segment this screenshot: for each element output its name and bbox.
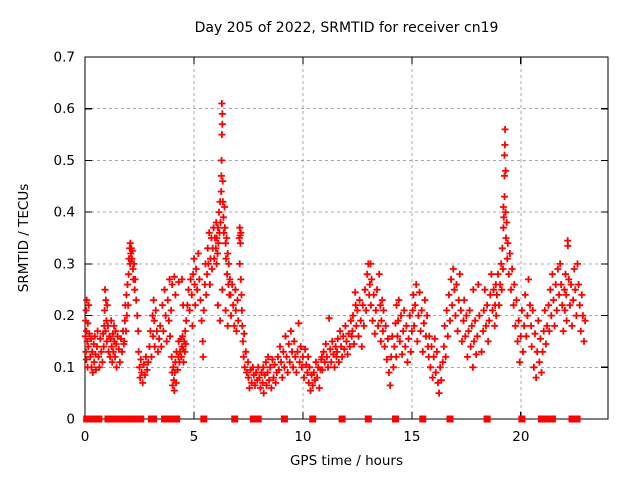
axis-ticks (84, 56, 608, 420)
zero-flag-markers (83, 415, 581, 423)
y-tick-label: 0.2 (54, 308, 75, 324)
plot-border (84, 56, 609, 420)
y-tick-label: 0.1 (54, 360, 75, 376)
x-tick-label: 10 (294, 429, 311, 445)
x-tick-label: 5 (190, 429, 199, 445)
x-tick-label: 15 (403, 429, 420, 445)
x-tick-label: 20 (512, 429, 529, 445)
srmtid-points (81, 100, 589, 397)
grid-lines (85, 57, 608, 419)
y-tick-label: 0.5 (54, 153, 75, 169)
x-tick-label: 0 (81, 429, 90, 445)
chart-title: Day 205 of 2022, SRMTID for receiver cn1… (194, 20, 499, 36)
y-tick-label: 0.6 (54, 101, 75, 117)
y-tick-label: 0.4 (54, 205, 75, 221)
y-tick-label: 0 (66, 412, 75, 428)
x-axis-label: GPS time / hours (289, 453, 404, 469)
y-tick-label: 0.3 (54, 256, 75, 272)
y-tick-label: 0.7 (54, 50, 75, 66)
